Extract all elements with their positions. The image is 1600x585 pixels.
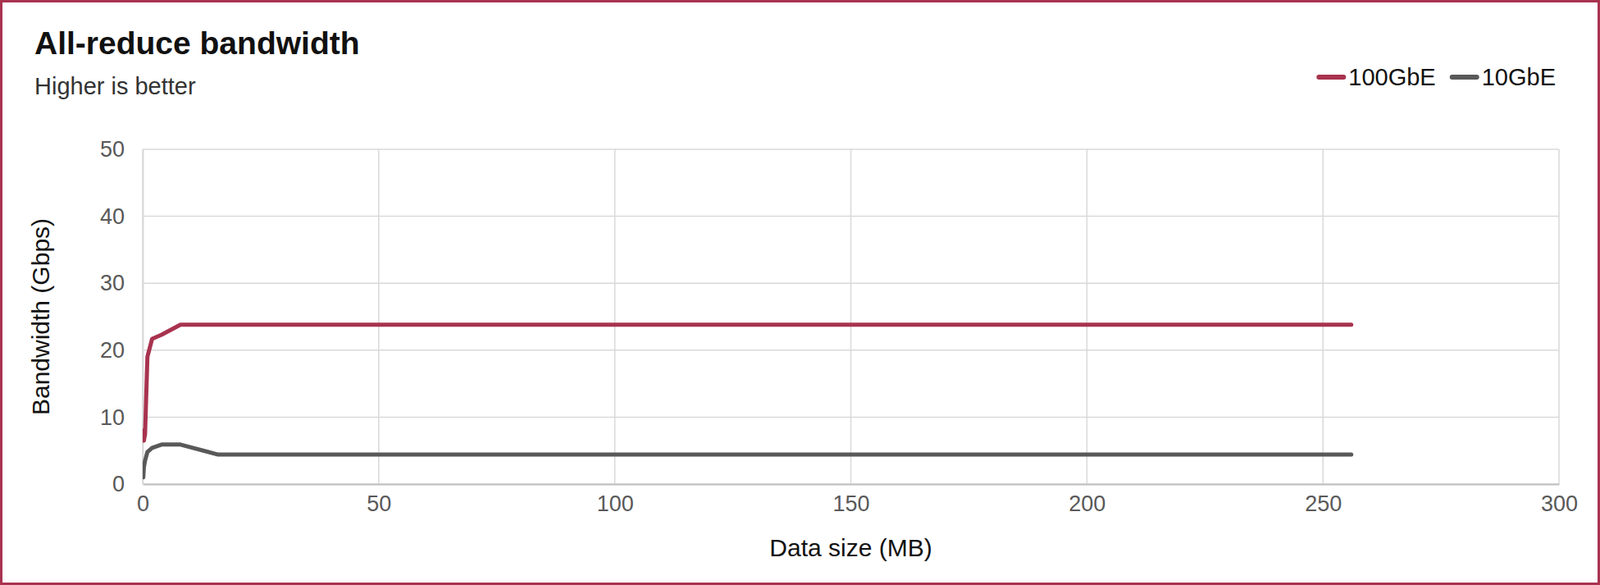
series-line (143, 444, 1352, 478)
y-axis-title: Bandwidth (Gbps) (27, 218, 55, 415)
x-axis-title: Data size (MB) (769, 533, 932, 561)
grid-line (1558, 149, 1560, 484)
x-tick: 50 (366, 483, 392, 516)
y-tick-label: 40 (100, 204, 125, 229)
legend-swatch (1318, 74, 1344, 80)
x-tick-label: 150 (832, 491, 870, 516)
series-group (143, 324, 1352, 478)
x-tick-label: 300 (1540, 491, 1578, 516)
x-tick: 200 (1068, 483, 1106, 516)
title: All-reduce bandwidth (34, 25, 361, 61)
grid-line (1086, 149, 1089, 484)
x-axis-line (143, 483, 1560, 486)
grid-line (850, 149, 853, 484)
x-tick-label: 50 (366, 491, 392, 516)
x-tick: 300 (1540, 483, 1578, 516)
y-tick-label: 0 (112, 471, 125, 497)
x-axis: 0 50 100 150 200 250 300 (136, 483, 1578, 516)
frame (1, 1, 1600, 584)
subtitle: Higher is better (34, 72, 197, 100)
y-tick: 40 (100, 204, 143, 229)
x-tick: 0 (136, 483, 150, 516)
legend-item: 100GbE (1318, 63, 1436, 91)
x-tick-label: 100 (597, 491, 634, 516)
legend-swatch (1452, 74, 1477, 80)
x-tick: 250 (1304, 483, 1342, 516)
legend: 10GbE 100GbE (1318, 63, 1556, 91)
grid-line (378, 149, 380, 484)
y-tick-label: 50 (100, 136, 125, 162)
x-tick: 100 (597, 483, 634, 516)
legend-label: 100GbE (1348, 63, 1436, 91)
grid-line (614, 149, 616, 484)
grid-line (1321, 149, 1324, 484)
y-tick-label: 10 (100, 405, 125, 430)
legend-label: 10GbE (1481, 63, 1556, 91)
y-tick-label: 30 (100, 270, 125, 296)
y-tick: 20 (100, 337, 143, 363)
y-axis: 0 10 20 30 40 50 (100, 136, 144, 497)
y-tick-label: 20 (100, 337, 125, 363)
x-tick: 150 (832, 483, 870, 516)
y-tick: 10 (100, 405, 143, 430)
grid (142, 149, 1559, 484)
x-tick-label: 200 (1068, 491, 1106, 516)
chart: 0 50 100 150 200 250 300 0 10 20 30 40 50 All-reduce … (0, 0, 1600, 585)
y-tick: 50 (100, 136, 143, 162)
x-tick-label: 0 (136, 491, 150, 516)
y-tick: 30 (100, 270, 143, 296)
legend-item: 10GbE (1452, 63, 1556, 91)
x-tick-label: 250 (1304, 491, 1342, 516)
series-line (143, 324, 1352, 441)
y-tick: 0 (112, 471, 143, 497)
